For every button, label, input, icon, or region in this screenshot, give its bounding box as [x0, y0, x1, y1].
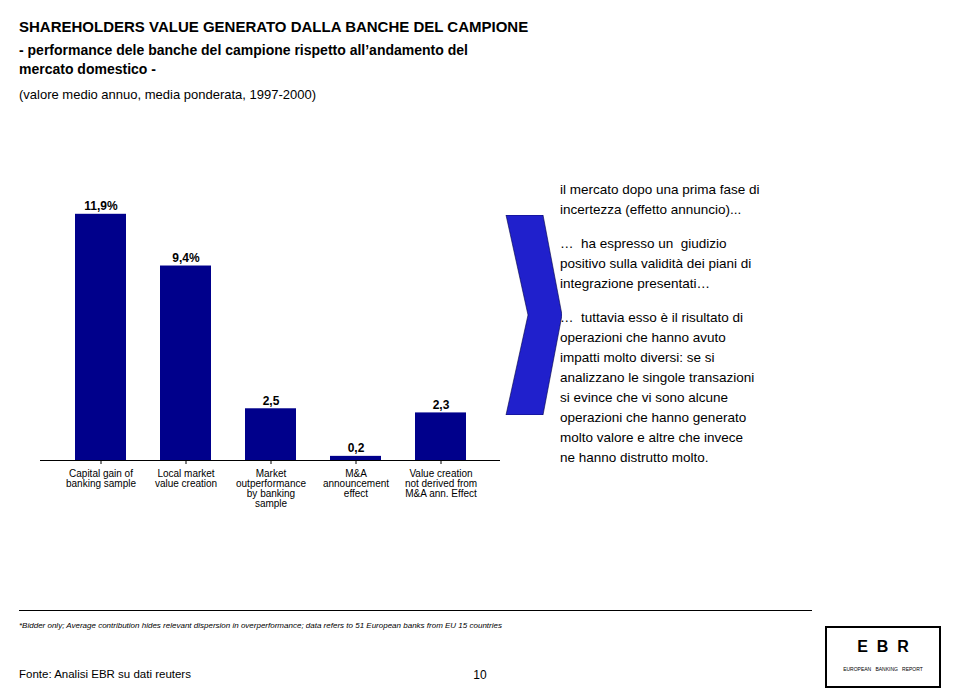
svg-text:Marketoutperformanceby banking: Marketoutperformanceby bankingsample — [236, 468, 306, 509]
html-text:mercato domestico -: mercato domestico - — [19, 61, 156, 77]
html-text:… ha espresso un giudizio: … ha espresso un giudizio — [560, 236, 727, 251]
svg-text:2,3: 2,3 — [433, 398, 450, 412]
html-text:impatti molto diversi: se si: impatti molto diversi: se si — [560, 350, 715, 365]
svg-text:Capital gain ofbanking sample: Capital gain ofbanking sample — [66, 468, 136, 489]
html-text:operazioni che hanno avuto: operazioni che hanno avuto — [560, 330, 726, 345]
html-text:SHAREHOLDERS VALUE GENERATO DA: SHAREHOLDERS VALUE GENERATO DALLA BANCHE… — [19, 18, 529, 35]
svg-text:9,4%: 9,4% — [172, 251, 200, 265]
html-text:positivo sulla validità dei pi: positivo sulla validità dei piani di — [560, 256, 752, 271]
html-text:analizzano le singole transazi: analizzano le singole transazioni — [560, 370, 755, 385]
html-text:molto valore e altre che invec: molto valore e altre che invece — [560, 430, 744, 445]
html-text:operazioni che hanno generato: operazioni che hanno generato — [560, 410, 747, 425]
html-text:il mercato dopo una prima fase: il mercato dopo una prima fase di — [560, 182, 760, 197]
html-text:si evince che vi sono alcune: si evince che vi sono alcune — [560, 390, 729, 405]
html-text:EUROPEAN BANKING REPORT: EUROPEAN BANKING REPORT — [843, 666, 923, 672]
svg-text:M&Aannouncementeffect: M&Aannouncementeffect — [323, 468, 389, 499]
svg-text:0,2: 0,2 — [348, 441, 365, 455]
html-text:Fonte: Analisi EBR su dati reu: Fonte: Analisi EBR su dati reuters — [19, 668, 191, 680]
html-text:E B R: E B R — [857, 638, 909, 655]
svg-text:Value creationnot derived from: Value creationnot derived fromM&A ann. E… — [405, 468, 477, 499]
svg-text:2,5: 2,5 — [263, 394, 280, 408]
html-text:10: 10 — [473, 668, 487, 682]
html-text:incertezza (effetto annuncio).: incertezza (effetto annuncio)... — [560, 202, 742, 217]
html-text:integrazione presentati…: integrazione presentati… — [560, 276, 711, 291]
svg-text:11,9%: 11,9% — [84, 199, 118, 213]
html-text:- performance dele banche del: - performance dele banche del campione r… — [19, 42, 468, 58]
html-text:ne hanno distrutto molto.: ne hanno distrutto molto. — [560, 450, 709, 465]
html-text:*Bidder only; Average contribu: *Bidder only; Average contribution hides… — [19, 621, 502, 630]
html-text:… tuttavia esso è il risultato: … tuttavia esso è il risultato di — [560, 310, 744, 325]
svg-text:Local marketvalue creation: Local marketvalue creation — [155, 468, 217, 489]
html-text:(valore medio annuo, media pon: (valore medio annuo, media ponderata, 19… — [19, 87, 316, 102]
